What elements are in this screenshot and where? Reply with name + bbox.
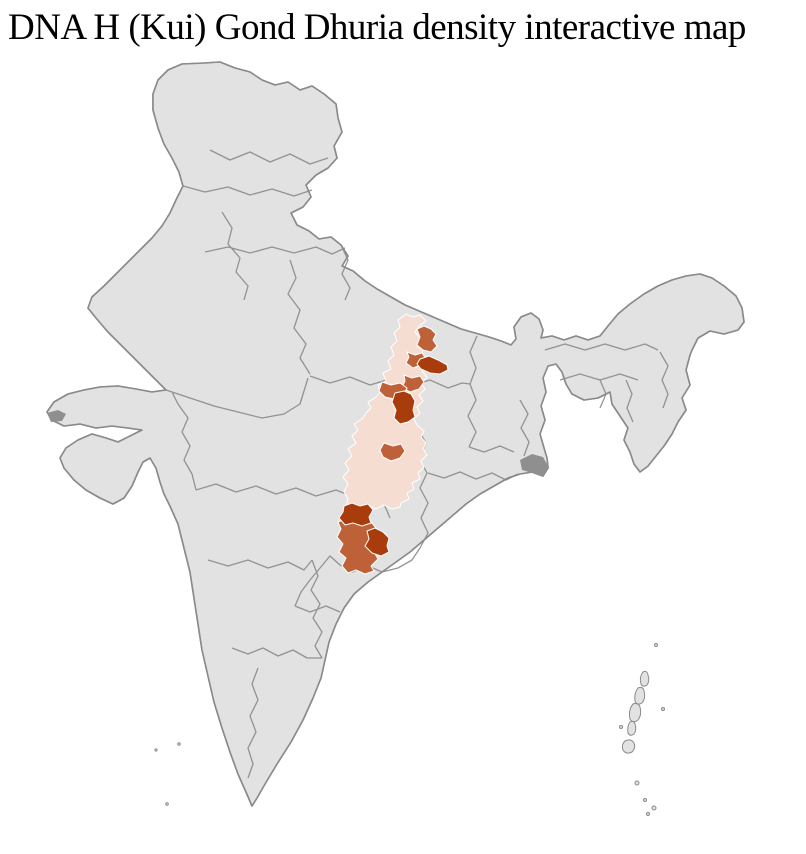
- island-dot[interactable]: [654, 643, 658, 647]
- sundarbans-delta-patch: [520, 454, 548, 477]
- island-dot[interactable]: [165, 802, 169, 806]
- island-dot[interactable]: [154, 748, 158, 752]
- density-districts: [336, 313, 449, 575]
- district-medium-1[interactable]: [416, 325, 438, 353]
- nicobar-island-dot[interactable]: [646, 812, 650, 816]
- nicobar-island-dot[interactable]: [634, 780, 640, 786]
- lakshadweep-islands[interactable]: [154, 742, 181, 806]
- nicobar-island-dot[interactable]: [651, 805, 657, 811]
- district-high-1[interactable]: [416, 355, 449, 375]
- andaman-island[interactable]: [628, 702, 642, 723]
- andaman-island[interactable]: [634, 686, 646, 705]
- little-andaman-island[interactable]: [621, 739, 636, 754]
- district-high-4[interactable]: [364, 527, 390, 557]
- state-borders: [165, 149, 669, 779]
- district-high-2[interactable]: [391, 390, 416, 425]
- andaman-nicobar-islands[interactable]: [619, 643, 665, 816]
- island-dot[interactable]: [619, 725, 623, 729]
- district-medium-5[interactable]: [379, 442, 406, 462]
- andaman-island[interactable]: [627, 720, 637, 736]
- kutch-marsh-patch: [47, 410, 66, 422]
- district-high-3[interactable]: [338, 502, 374, 527]
- island-dot[interactable]: [661, 707, 665, 711]
- page-title: DNA H (Kui) Gond Dhuria density interact…: [8, 7, 746, 48]
- andaman-island[interactable]: [639, 670, 650, 687]
- delta-patches: [47, 410, 548, 477]
- island-dot[interactable]: [177, 742, 181, 746]
- district-medium-3[interactable]: [401, 374, 425, 393]
- nicobar-island-dot[interactable]: [643, 798, 647, 802]
